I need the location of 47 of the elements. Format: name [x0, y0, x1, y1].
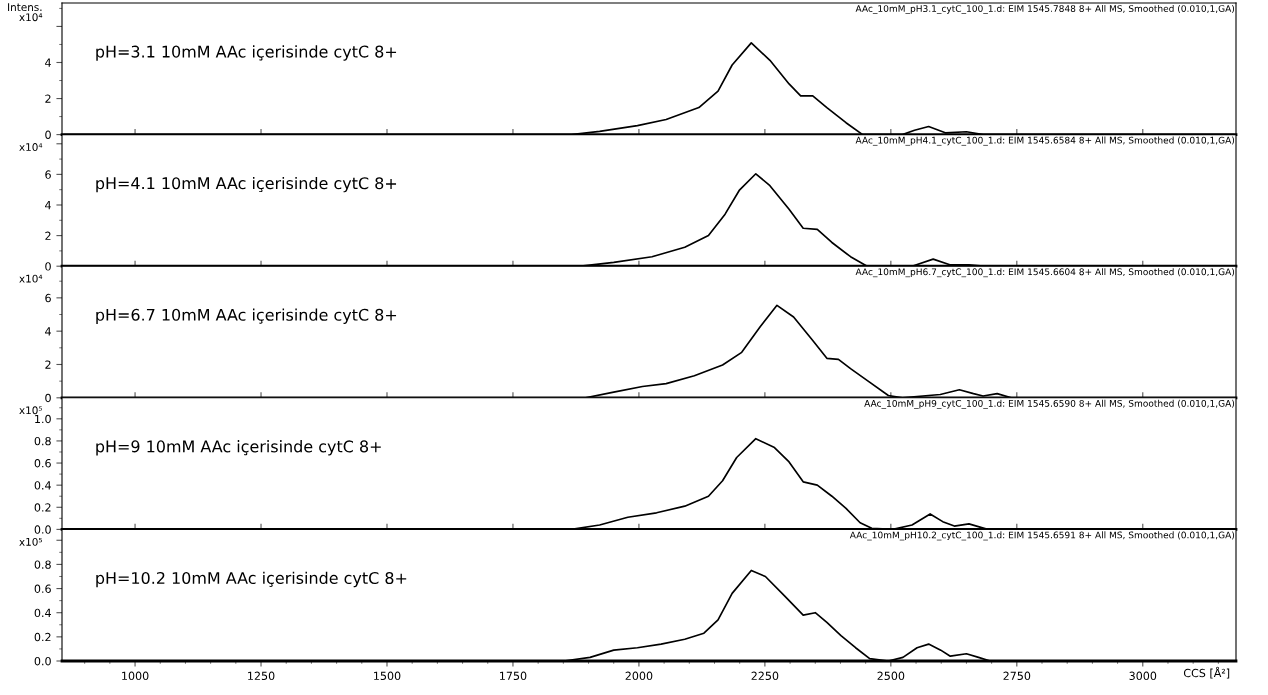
x-tick-label: 1500	[374, 671, 401, 681]
y-tick-label: 0	[45, 393, 51, 403]
y-axis-title: Intens. x10⁴	[8, 3, 43, 22]
y-tick-label: 0	[45, 262, 51, 271]
y-tick-label: 0.8	[34, 560, 51, 569]
x-tick-label: 2500	[877, 671, 905, 681]
y-tick-label: 2	[45, 94, 51, 103]
y-tick-label: 0.2	[34, 632, 51, 642]
y-tick-label: 2	[45, 360, 51, 369]
y-tick-label: 0.0	[34, 656, 51, 666]
y-tick-label: 2	[45, 231, 51, 240]
x-tick-label: 1750	[500, 671, 527, 681]
chart-title: AAc_10mM_pH10.2_cytC_100_1.d: EIM 1545.6591 8+ All MS, Smoothed (0.010,1,GA)	[849, 531, 1235, 541]
y-tick-label: 0.8	[34, 436, 51, 446]
x-tick-label: 2000	[625, 671, 653, 681]
y-tick-label: 0.0	[34, 525, 51, 534]
chart-title: AAc_10mM_pH4.1_cytC_100_1.d: EIM 1545.6584 8+ All MS, Smoothed (0.010,1,GA)	[855, 136, 1235, 146]
annotation: pH=10.2 10mM AAc içerisinde cytC 8+	[96, 571, 407, 588]
annotation: pH=3.1 10mM AAc içerisinde cytC 8+	[96, 45, 397, 61]
x-tick-label: 1000	[122, 671, 149, 681]
y-tick-label: 6	[45, 293, 51, 303]
chart-title: AAc_10mM_pH3.1_cytC_100_1.d: EIM 1545.7848 8+ All MS, Smoothed (0.010,1,GA)	[855, 4, 1235, 14]
y-tick-label: 0.6	[34, 584, 51, 593]
chart-title: AAc_10mM_pH6.7_cytC_100_1.d: EIM 1545.6604 8+ All MS, Smoothed (0.010,1,GA)	[855, 268, 1235, 278]
annotation: pH=9 10mM AAc içerisinde cytC 8+	[96, 440, 381, 456]
y-tick-label: 0.4	[34, 608, 51, 618]
y-tick-label: 4	[45, 58, 51, 67]
y-axis-title: x10⁴	[19, 274, 43, 283]
x-tick-label: 2750	[1003, 671, 1031, 681]
x-axis-title: CCS [Å²]	[1183, 666, 1230, 679]
y-tick-label: 6	[45, 170, 51, 179]
y-tick-label: 0.2	[34, 503, 51, 512]
y-axis-title: x10⁵	[19, 406, 43, 415]
y-axis-title: x10⁵	[19, 537, 43, 546]
y-tick-label: 0.6	[34, 459, 51, 468]
y-tick-label: 4	[45, 327, 51, 336]
annotation: pH=4.1 10mM AAc içerisinde cytC 8+	[96, 176, 397, 193]
y-tick-label: 4	[45, 201, 51, 210]
y-tick-label: 0	[45, 130, 51, 139]
chart-title: AAc_10mM_pH9_cytC_100_1.d: EIM 1545.6590 8+ All MS, Smoothed (0.010,1,GA)	[864, 399, 1235, 409]
x-tick-label: 1250	[248, 671, 275, 681]
annotation: pH=6.7 10mM AAc içerisinde cytC 8+	[96, 308, 397, 324]
y-tick-label: 0.4	[34, 481, 51, 490]
x-tick-label: 2250	[751, 671, 779, 681]
y-tick-label: 1.0	[35, 414, 51, 424]
x-tick-label: 3000	[1129, 671, 1157, 681]
y-axis-title: x10⁴	[19, 143, 43, 151]
